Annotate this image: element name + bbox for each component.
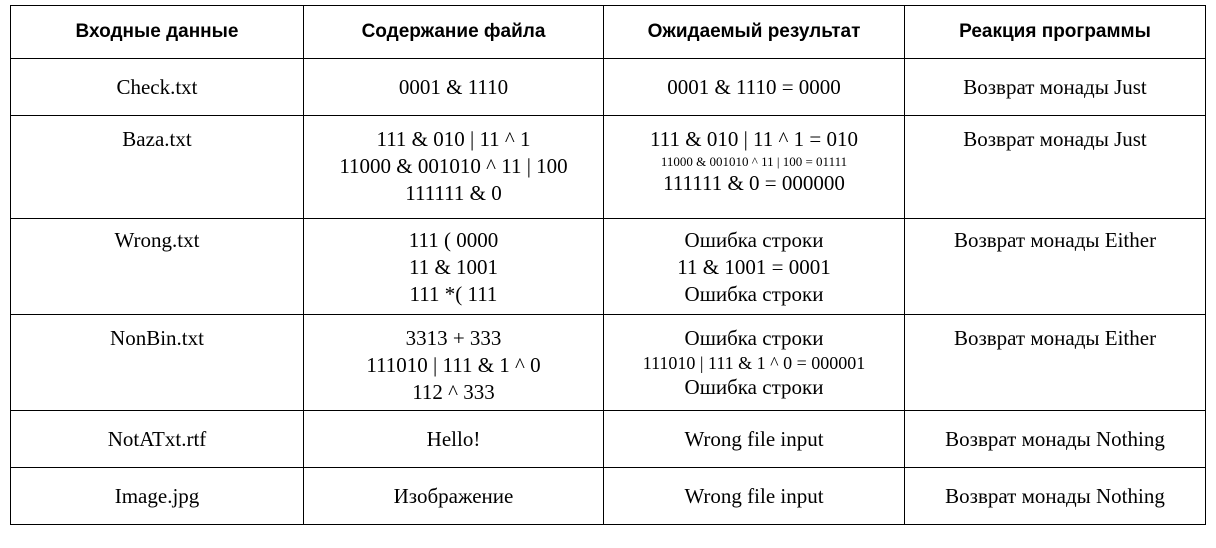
cell-input: NonBin.txt bbox=[10, 314, 304, 411]
header-reaction: Реакция программы bbox=[904, 5, 1206, 59]
table-row: Wrong.txt 111 ( 0000 11 & 1001 111 *( 11… bbox=[10, 218, 1206, 315]
cell-reaction: Возврат монады Nothing bbox=[904, 410, 1206, 468]
cell-reaction: Возврат монады Just bbox=[904, 115, 1206, 219]
cell-expected: Ошибка строки 111010 | 111 & 1 ^ 0 = 000… bbox=[603, 314, 905, 411]
cell-input: Image.jpg bbox=[10, 467, 304, 525]
table-row: NotATxt.rtf Hello! Wrong file input Возв… bbox=[10, 410, 1206, 468]
cell-input: NotATxt.rtf bbox=[10, 410, 304, 468]
table-row: Check.txt 0001 & 1110 0001 & 1110 = 0000… bbox=[10, 58, 1206, 116]
cell-reaction: Возврат монады Nothing bbox=[904, 467, 1206, 525]
header-expected: Ожидаемый результат bbox=[603, 5, 905, 59]
cell-reaction: Возврат монады Either bbox=[904, 218, 1206, 315]
cell-input: Baza.txt bbox=[10, 115, 304, 219]
cell-reaction: Возврат монады Either bbox=[904, 314, 1206, 411]
cell-expected: Wrong file input bbox=[603, 410, 905, 468]
header-content: Содержание файла bbox=[303, 5, 604, 59]
cell-input: Check.txt bbox=[10, 58, 304, 116]
cell-content: Изображение bbox=[303, 467, 604, 525]
table-row: Baza.txt 111 & 010 | 11 ^ 1 11000 & 0010… bbox=[10, 115, 1206, 219]
cell-reaction: Возврат монады Just bbox=[904, 58, 1206, 116]
header-input: Входные данные bbox=[10, 5, 304, 59]
header-row: Входные данные Содержание файла Ожидаемы… bbox=[10, 5, 1206, 59]
cell-expected: 111 & 010 | 11 ^ 1 = 010 11000 & 001010 … bbox=[603, 115, 905, 219]
cell-content: Hello! bbox=[303, 410, 604, 468]
cell-content: 3313 + 333 111010 | 111 & 1 ^ 0 112 ^ 33… bbox=[303, 314, 604, 411]
cell-expected: Wrong file input bbox=[603, 467, 905, 525]
cell-input: Wrong.txt bbox=[10, 218, 304, 315]
cell-expected: Ошибка строки 11 & 1001 = 0001 Ошибка ст… bbox=[603, 218, 905, 315]
cell-content: 111 & 010 | 11 ^ 1 11000 & 001010 ^ 11 |… bbox=[303, 115, 604, 219]
cell-content: 0001 & 1110 bbox=[303, 58, 604, 116]
cell-content: 111 ( 0000 11 & 1001 111 *( 111 bbox=[303, 218, 604, 315]
table-row: NonBin.txt 3313 + 333 111010 | 111 & 1 ^… bbox=[10, 314, 1206, 411]
cell-expected: 0001 & 1110 = 0000 bbox=[603, 58, 905, 116]
test-cases-table: Входные данные Содержание файла Ожидаемы… bbox=[10, 5, 1206, 525]
table-row: Image.jpg Изображение Wrong file input В… bbox=[10, 467, 1206, 525]
